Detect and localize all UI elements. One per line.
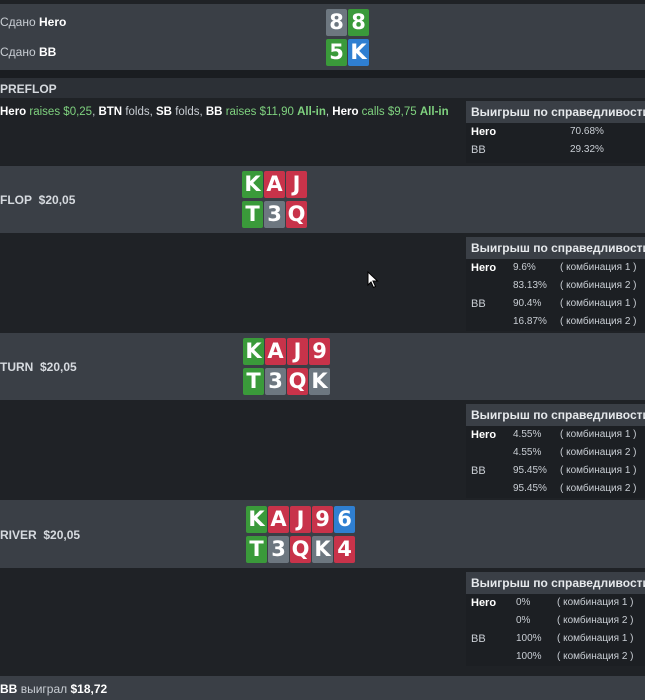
equity-row: BB 29.32%	[471, 144, 604, 156]
equity-row: Hero 4.55% ( комбинация 1 )	[471, 429, 637, 441]
river-card: 4	[334, 536, 355, 563]
river-card: 6	[334, 506, 355, 533]
flop-card: T	[242, 201, 263, 228]
bb-card-2: K	[348, 39, 369, 66]
equity-title: Выигрыш по справедливости	[466, 101, 645, 123]
turn-card: K	[243, 338, 264, 365]
preflop-actions: Hero raises $0,25, BTN folds, SB folds, …	[0, 106, 449, 118]
equity-title: Выигрыш по справедливости	[466, 237, 645, 259]
result-text: BB выиграл $18,72	[0, 682, 108, 696]
equity-row: 4.55% ( комбинация 2 )	[513, 447, 637, 458]
river-card: T	[246, 536, 267, 563]
turn-card: J	[287, 338, 308, 365]
turn-card: T	[243, 368, 264, 395]
equity-row: Hero 9.6% ( комбинация 1 )	[471, 262, 637, 274]
hero-card-1: 8	[326, 9, 347, 36]
turn-equity-panel: Выигрыш по справедливости Hero 4.55% ( к…	[466, 404, 645, 498]
river-card: A	[268, 506, 289, 533]
dealt-section: Сдано Hero 8 8 Сдано BB 5 K	[0, 4, 645, 70]
flop-pot: $20,05	[38, 193, 76, 207]
river-card: K	[246, 506, 267, 533]
result-bar: BB выиграл $18,72	[0, 676, 645, 700]
flop-title: FLOP $20,05	[0, 193, 76, 207]
dealt-bb-row: Сдано BB	[0, 45, 57, 59]
equity-title: Выигрыш по справедливости	[466, 572, 645, 594]
flop-card: Q	[286, 201, 307, 228]
divider	[0, 70, 645, 78]
turn-card: A	[265, 338, 286, 365]
turn-header: TURN $20,05 K A J 9 T 3 Q K	[0, 333, 645, 400]
hero-name: Hero	[39, 15, 67, 29]
equity-row: 83.13% ( комбинация 2 )	[513, 280, 637, 291]
river-card: J	[290, 506, 311, 533]
preflop-header: PREFLOP	[0, 78, 645, 98]
river-pot: $20,05	[43, 528, 81, 542]
turn-pot: $20,05	[40, 360, 77, 374]
top-strip	[0, 0, 645, 4]
flop-header: FLOP $20,05 K A J T 3 Q	[0, 166, 645, 233]
turn-card: Q	[287, 368, 308, 395]
dealt-hero-row: Сдано Hero	[0, 15, 67, 29]
river-header: RIVER $20,05 K A J 9 6 T 3 Q K 4	[0, 500, 645, 568]
flop-equity-panel: Выигрыш по справедливости Hero 9.6% ( ко…	[466, 237, 645, 331]
preflop-equity-panel: Выигрыш по справедливости Hero 70.68% BB…	[466, 101, 645, 163]
turn-title: TURN $20,05	[0, 360, 77, 374]
preflop-title: PREFLOP	[0, 82, 57, 96]
flop-card: 3	[264, 201, 285, 228]
flop-card: A	[264, 171, 285, 198]
equity-row: 95.45% ( комбинация 2 )	[513, 483, 637, 494]
turn-card: K	[309, 368, 330, 395]
river-card: Q	[290, 536, 311, 563]
bb-card-1: 5	[326, 39, 347, 66]
equity-row: BB 90.4% ( комбинация 1 )	[471, 298, 637, 310]
equity-row: Hero 0% ( комбинация 1 )	[471, 597, 634, 609]
river-card: 3	[268, 536, 289, 563]
flop-card: J	[286, 171, 307, 198]
river-title: RIVER $20,05	[0, 528, 81, 542]
equity-row: BB 95.45% ( комбинация 1 )	[471, 465, 637, 477]
turn-card: 9	[309, 338, 330, 365]
river-card: 9	[312, 506, 333, 533]
river-equity-panel: Выигрыш по справедливости Hero 0% ( комб…	[466, 572, 645, 666]
equity-row: BB 100% ( комбинация 1 )	[471, 633, 634, 645]
hero-card-2: 8	[348, 9, 369, 36]
turn-card: 3	[265, 368, 286, 395]
equity-row: 0% ( комбинация 2 )	[516, 615, 634, 626]
bb-name: BB	[39, 45, 57, 59]
equity-row: 100% ( комбинация 2 )	[516, 651, 634, 662]
equity-title: Выигрыш по справедливости	[466, 404, 645, 426]
river-card: K	[312, 536, 333, 563]
mouse-pointer-icon	[367, 271, 379, 289]
flop-card: K	[242, 171, 263, 198]
equity-row: 16.87% ( комбинация 2 )	[513, 316, 637, 327]
equity-row: Hero 70.68%	[471, 126, 604, 138]
